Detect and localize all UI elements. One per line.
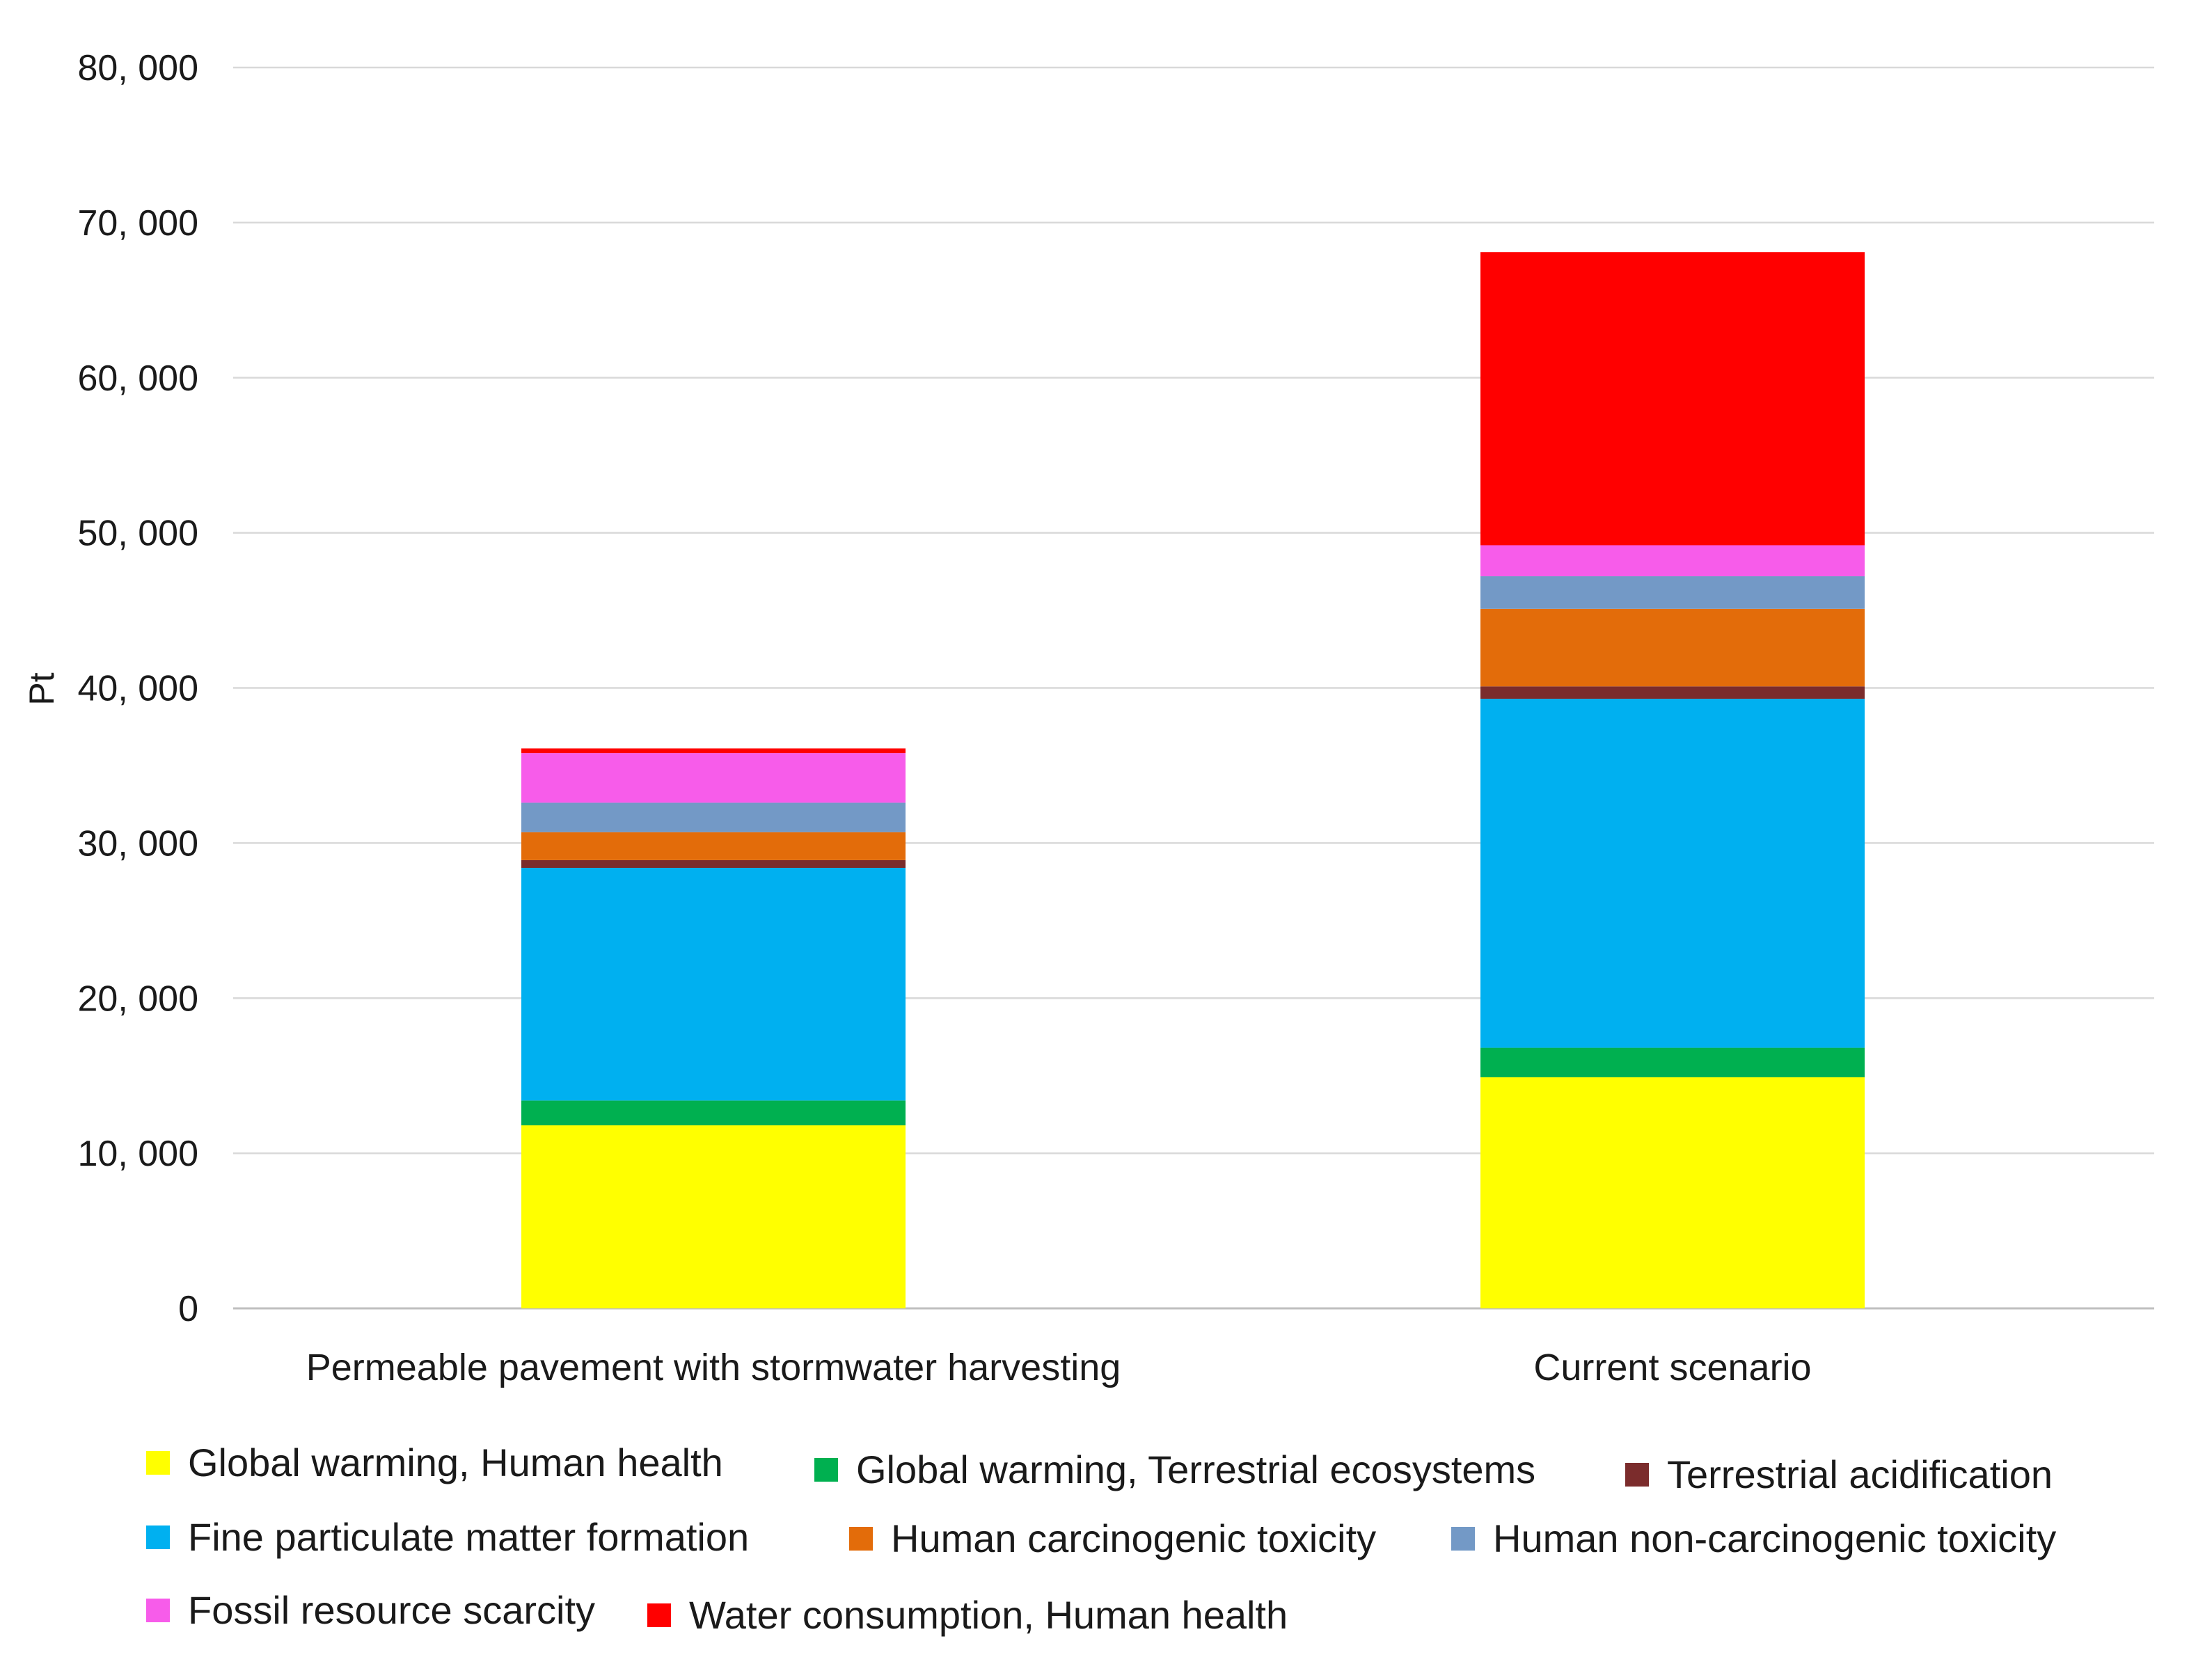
legend-label: Water consumption, Human health bbox=[689, 1593, 1288, 1637]
legend-label: Fine particulate matter formation bbox=[188, 1515, 750, 1559]
legend-item-fossil-resource-scarcity: Fossil resource scarcity bbox=[146, 1587, 595, 1633]
y-tick-label: 10, 000 bbox=[78, 1134, 199, 1174]
legend-item-water-consumption-human-health: Water consumption, Human health bbox=[647, 1592, 1288, 1638]
bar-segment-water-consumption-human-health bbox=[1480, 252, 1865, 546]
legend-item-terrestrial-acidification: Terrestrial acidification bbox=[1625, 1452, 2053, 1497]
bar-segment-terrestrial-acidification bbox=[521, 859, 906, 869]
bar-segment-water-consumption-human-health bbox=[521, 748, 906, 754]
bar-segment-fine-particulate-matter-formation bbox=[521, 868, 906, 1101]
bar-segment-human-carcinogenic-toxicity bbox=[521, 832, 906, 860]
x-axis-labels: Permeable pavement with stormwater harve… bbox=[306, 1347, 1812, 1388]
y-tick-label: 50, 000 bbox=[78, 514, 199, 554]
legend-swatch bbox=[146, 1525, 170, 1549]
legend-label: Global warming, Human health bbox=[188, 1441, 723, 1484]
x-category-label: Current scenario bbox=[1533, 1347, 1811, 1388]
legend-label: Terrestrial acidification bbox=[1667, 1452, 2053, 1496]
bar-segment-fine-particulate-matter-formation bbox=[1480, 699, 1865, 1048]
bar-segment-fossil-resource-scarcity bbox=[521, 753, 906, 803]
legend-item-human-non-carcinogenic-toxicity: Human non-carcinogenic toxicity bbox=[1451, 1516, 2056, 1561]
y-tick-label: 20, 000 bbox=[78, 978, 199, 1019]
bar-segment-human-carcinogenic-toxicity bbox=[1480, 608, 1865, 687]
legend-item-fine-particulate-matter-formation: Fine particulate matter formation bbox=[146, 1514, 749, 1560]
y-tick-label: 40, 000 bbox=[78, 669, 199, 709]
bars bbox=[521, 252, 1865, 1308]
y-tick-label: 70, 000 bbox=[78, 203, 199, 244]
legend-item-human-carcinogenic-toxicity: Human carcinogenic toxicity bbox=[849, 1516, 1376, 1561]
y-tick-label: 30, 000 bbox=[78, 823, 199, 864]
bar-segment-terrestrial-acidification bbox=[1480, 686, 1865, 699]
legend-item-global-warming-terrestrial-ecosystems: Global warming, Terrestrial ecosystems bbox=[814, 1447, 1535, 1492]
bar-segment-fossil-resource-scarcity bbox=[1480, 545, 1865, 577]
bar-segment-global-warming-terrestrial-ecosystems bbox=[1480, 1047, 1865, 1077]
legend-swatch bbox=[146, 1450, 170, 1475]
legend-label: Human non-carcinogenic toxicity bbox=[1493, 1516, 2057, 1560]
y-axis-ticks: 0 10, 000 20, 000 30, 000 40, 000 50, 000 60, … bbox=[78, 48, 199, 1329]
legend-swatch bbox=[814, 1457, 838, 1482]
legend-swatch bbox=[1625, 1462, 1649, 1487]
y-tick-label: 60, 000 bbox=[78, 358, 199, 399]
legend-swatch bbox=[146, 1598, 170, 1622]
bar-segment-global-warming-human-health bbox=[521, 1125, 906, 1308]
legend-swatch bbox=[1451, 1526, 1475, 1551]
x-category-label: Permeable pavement with stormwater harve… bbox=[306, 1347, 1121, 1388]
bar-segment-human-non-carcinogenic-toxicity bbox=[521, 802, 906, 832]
legend-label: Fossil resource scarcity bbox=[188, 1588, 596, 1632]
legend-swatch bbox=[849, 1526, 873, 1551]
bar-segment-global-warming-human-health bbox=[1480, 1077, 1865, 1308]
bar-segment-human-non-carcinogenic-toxicity bbox=[1480, 576, 1865, 609]
legend-label: Human carcinogenic toxicity bbox=[891, 1516, 1377, 1560]
y-tick-label: 80, 000 bbox=[78, 48, 199, 88]
legend-item-global-warming-human-health: Global warming, Human health bbox=[146, 1440, 723, 1485]
legend-swatch bbox=[647, 1603, 671, 1627]
y-axis-title: Pt bbox=[22, 672, 61, 705]
legend-label: Global warming, Terrestrial ecosystems bbox=[856, 1448, 1536, 1491]
bar-segment-global-warming-terrestrial-ecosystems bbox=[521, 1100, 906, 1126]
y-tick-label: 0 bbox=[178, 1289, 198, 1329]
